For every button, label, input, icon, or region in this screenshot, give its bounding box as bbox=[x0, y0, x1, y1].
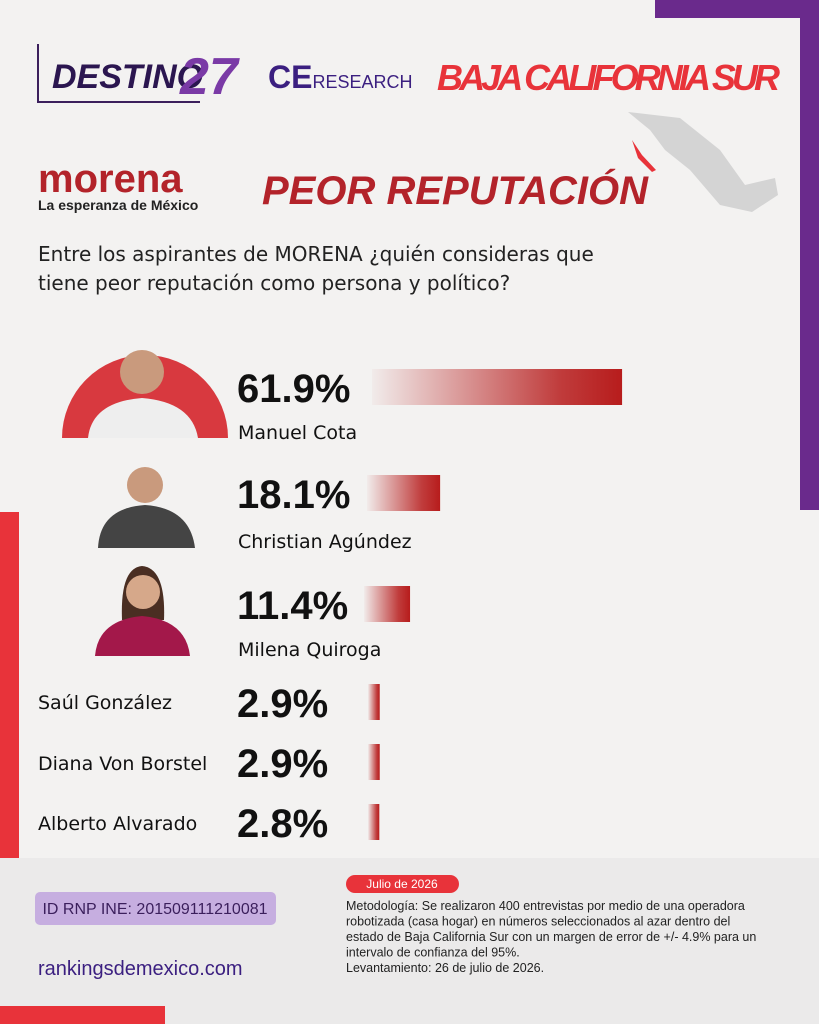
date: Julio de 2026 bbox=[366, 877, 438, 891]
id: ID RNP INE: 201509111210081 bbox=[42, 901, 267, 918]
brand-number: 27 bbox=[179, 48, 240, 106]
value-label: 2.9% bbox=[237, 682, 328, 726]
map-region bbox=[632, 140, 656, 172]
category-label: Christian Agúndez bbox=[238, 531, 412, 553]
region: BAJA CALIFORNIA SUR bbox=[437, 57, 780, 98]
category-label: Milena Quiroga bbox=[238, 639, 381, 661]
category-label: Diana Von Borstel bbox=[38, 753, 207, 775]
methodology-line: Metodología: Se realizaron 400 entrevist… bbox=[346, 899, 745, 913]
logo-line bbox=[37, 44, 200, 103]
date-pill bbox=[346, 875, 459, 893]
party-tagline: La esperanza de México bbox=[38, 197, 198, 213]
brand: DESTINO bbox=[52, 58, 203, 96]
category-label: Manuel Cota bbox=[238, 422, 357, 444]
map bbox=[628, 112, 778, 212]
frame-bar bbox=[0, 1006, 165, 1024]
bar bbox=[367, 475, 441, 511]
value-label: 11.4% bbox=[237, 584, 348, 628]
methodology-line: Levantamiento: 26 de julio de 2026. bbox=[346, 961, 544, 975]
methodology-line: estado de Baja California Sur con un mar… bbox=[346, 930, 756, 944]
research-suffix: RESEARCH bbox=[312, 72, 412, 92]
photo bbox=[88, 350, 198, 438]
category-label: Alberto Alvarado bbox=[38, 813, 197, 835]
website: rankingsdemexico.com bbox=[38, 958, 243, 980]
chart-subtitle: Entre los aspirantes de MORENA ¿quién co… bbox=[38, 242, 594, 295]
bar bbox=[368, 744, 380, 780]
category-label: Saúl González bbox=[38, 692, 172, 714]
photo bbox=[95, 566, 190, 656]
value-label: 2.8% bbox=[237, 802, 328, 846]
chart-title: PEOR REPUTACIÓN bbox=[262, 167, 649, 213]
value-label: 61.9% bbox=[237, 367, 350, 411]
bar bbox=[364, 586, 411, 622]
methodology-line: intervalo de confianza del 95%. bbox=[346, 946, 520, 960]
bar bbox=[372, 369, 623, 405]
methodology-line: robotizada (casa hogar) en números selec… bbox=[346, 915, 730, 929]
bar bbox=[368, 684, 380, 720]
photo bbox=[98, 467, 195, 548]
research: CE bbox=[268, 59, 312, 95]
research-logo: CERESEARCH bbox=[268, 59, 412, 95]
frame-bar bbox=[655, 0, 819, 18]
party-logo: morena bbox=[38, 157, 183, 201]
bar bbox=[368, 804, 380, 840]
id-pill bbox=[35, 892, 276, 925]
value-label: 2.9% bbox=[237, 742, 328, 786]
frame-bar bbox=[800, 0, 819, 510]
value-label: 18.1% bbox=[237, 473, 350, 517]
